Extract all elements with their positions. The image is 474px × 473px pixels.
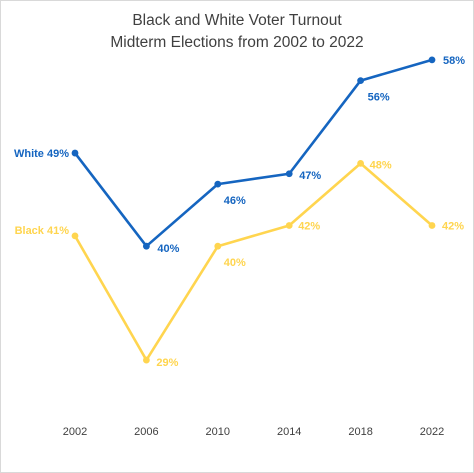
black-data-label: 29% bbox=[156, 357, 178, 369]
black-data-point bbox=[143, 356, 150, 364]
x-tick-label: 2006 bbox=[134, 426, 158, 438]
black-data-point bbox=[214, 242, 222, 250]
white-data-point bbox=[143, 242, 150, 250]
white-data-point bbox=[285, 170, 293, 178]
series-layer: White 49% 40% 46% 47% 56% 58% Black 41% 29% 40% 4… bbox=[14, 55, 465, 369]
white-data-label: White 49% bbox=[14, 148, 69, 160]
white-data-point bbox=[214, 180, 222, 188]
x-tick-label: 2010 bbox=[206, 426, 230, 438]
chart-subtitle: Midterm Elections from 2002 to 2022 bbox=[110, 34, 363, 51]
x-axis-ticks: 2002 2006 2010 2014 2018 2022 bbox=[63, 426, 444, 438]
white-data-label: 47% bbox=[299, 170, 321, 182]
x-tick-label: 2022 bbox=[420, 426, 444, 438]
black-data-label: 42% bbox=[298, 221, 320, 233]
white-data-point bbox=[428, 56, 436, 64]
black-data-point bbox=[357, 160, 364, 167]
white-data-label: 56% bbox=[368, 92, 390, 104]
black-data-label: 40% bbox=[224, 257, 246, 269]
black-data-point bbox=[71, 232, 79, 240]
white-data-label: 40% bbox=[157, 243, 179, 255]
white-data-point bbox=[357, 77, 364, 84]
black-data-point bbox=[285, 222, 293, 229]
black-series-line bbox=[73, 162, 433, 362]
white-data-point bbox=[71, 149, 79, 157]
black-data-label: Black 41% bbox=[15, 225, 70, 237]
x-tick-label: 2014 bbox=[277, 426, 301, 438]
black-data-label: 42% bbox=[442, 221, 464, 233]
black-data-point bbox=[428, 222, 436, 229]
chart-title: Black and White Voter Turnout bbox=[132, 12, 342, 29]
white-series-line bbox=[73, 58, 433, 248]
white-data-label: 58% bbox=[443, 55, 465, 67]
white-data-label: 46% bbox=[224, 195, 246, 207]
x-tick-label: 2018 bbox=[348, 426, 372, 438]
x-tick-label: 2002 bbox=[63, 426, 87, 438]
black-data-label: 48% bbox=[370, 159, 392, 171]
